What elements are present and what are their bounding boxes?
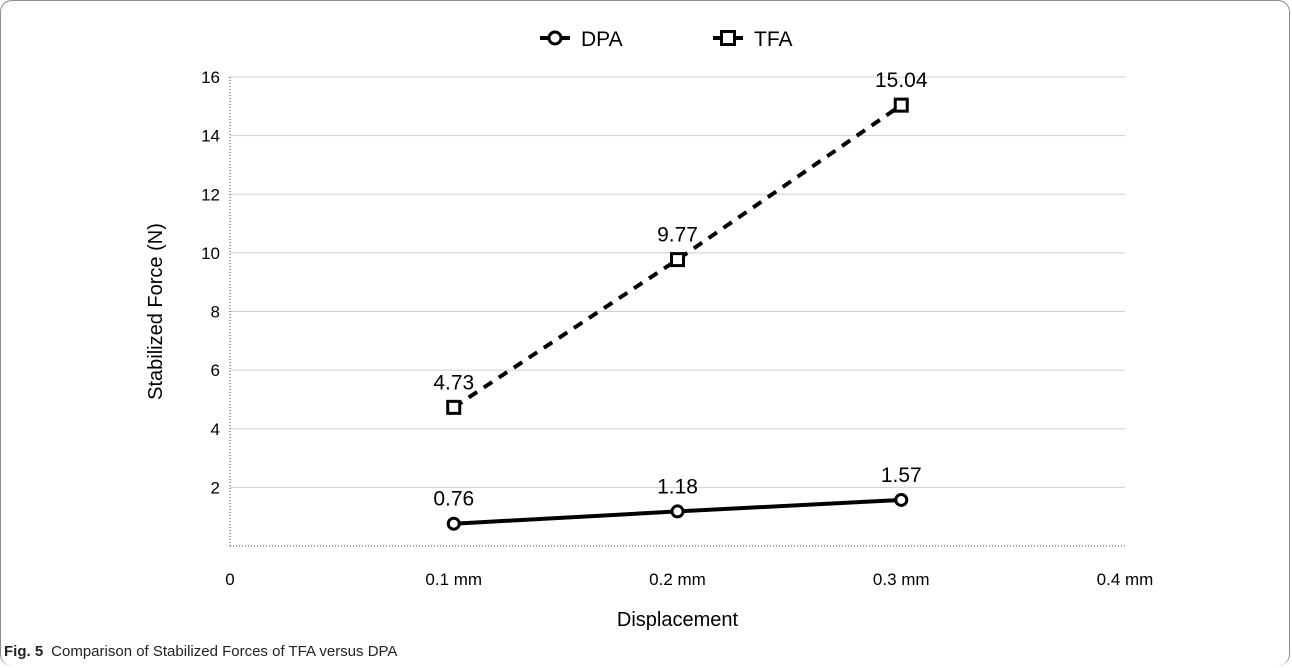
data-label: 9.77 [657, 224, 698, 247]
data-label: 4.73 [433, 371, 474, 394]
y-tick-label: 8 [211, 303, 220, 322]
x-tick-label: 0.3 mm [873, 570, 930, 589]
series-group [446, 97, 909, 531]
x-tick-labels: 0 0.1 mm 0.2 mm 0.3 mm 0.4 mm [225, 570, 1153, 589]
y-tick-label: 6 [211, 361, 220, 380]
data-point-tfa [446, 399, 462, 415]
data-labels: 0.76 1.18 1.57 4.73 9.77 15.04 [433, 69, 928, 511]
x-tick-label: 0.1 mm [425, 570, 482, 589]
gridlines [230, 76, 1125, 488]
data-point-tfa [670, 252, 685, 268]
y-tick-label: 10 [201, 244, 220, 263]
figure-label: Fig. 5 [4, 643, 44, 660]
data-label: 1.18 [657, 475, 698, 498]
legend-marker-circle [547, 30, 563, 46]
legend-label: TFA [754, 28, 793, 51]
x-tick-label: 0.2 mm [649, 570, 706, 589]
x-tick-label: 0 [225, 570, 234, 589]
data-label: 1.57 [881, 464, 922, 487]
y-tick-label: 16 [201, 68, 220, 87]
legend: DPA TFA [540, 28, 793, 51]
y-tick-labels: 2 4 6 8 10 12 14 16 [201, 68, 220, 497]
figure-caption: Fig. 5 Comparison of Stabilized Forces of… [4, 643, 397, 660]
data-label: 15.04 [875, 69, 928, 92]
y-tick-label: 4 [211, 420, 220, 439]
x-tick-label: 0.4 mm [1097, 570, 1154, 589]
data-label: 0.76 [433, 488, 474, 511]
y-tick-label: 12 [201, 185, 220, 204]
y-tick-label: 2 [211, 478, 220, 497]
y-axis-title: Stabilized Force (N) [145, 223, 167, 400]
data-point-dpa [894, 492, 909, 507]
data-point-tfa [893, 97, 909, 113]
axes [229, 77, 1125, 547]
caption-text: Comparison of Stabilized Forces of TFA v… [51, 643, 398, 660]
legend-marker-square [720, 30, 736, 46]
data-point-dpa [670, 504, 685, 519]
x-axis-title: Displacement [617, 609, 739, 631]
data-point-dpa [446, 516, 461, 531]
y-tick-label: 14 [201, 127, 220, 146]
line-chart: 2 4 6 8 10 12 14 16 0 0.1 mm 0.2 mm 0.3 mm 0.4 mm 0… [145, 28, 1153, 631]
legend-label: DPA [581, 28, 623, 51]
